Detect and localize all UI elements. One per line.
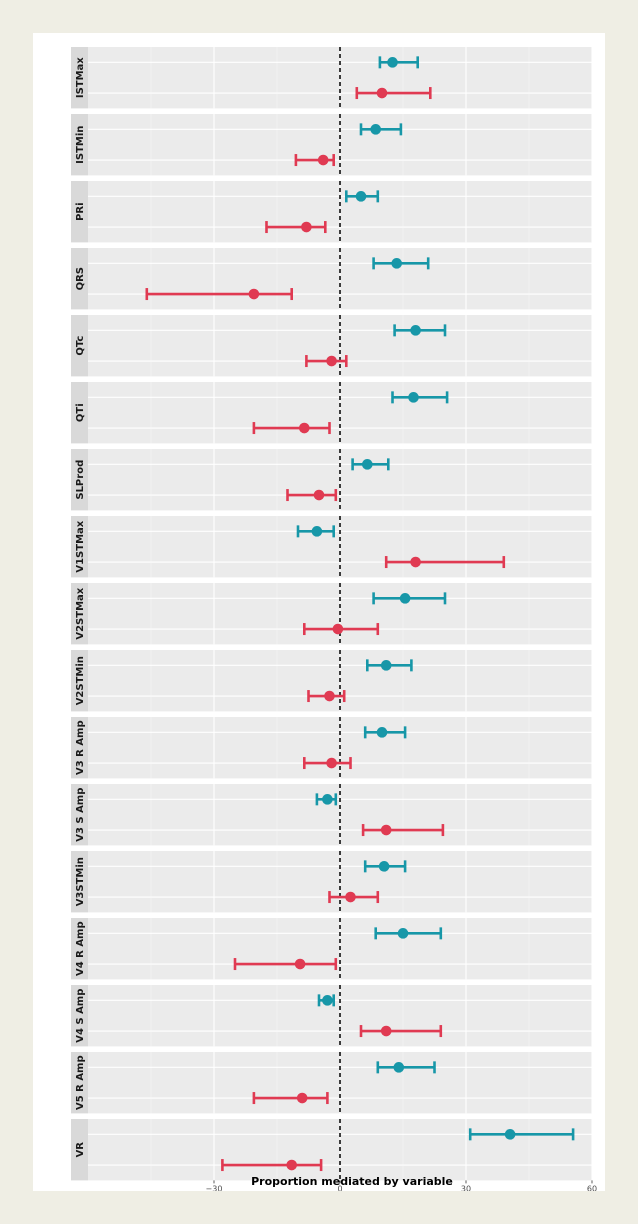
series-b-estimate-point (345, 891, 356, 903)
panel-v4-s-amp: V4 S Amp (71, 985, 593, 1047)
panel-istmax: ISTMax (71, 47, 593, 109)
series-b-estimate-point (332, 623, 344, 635)
series-a-estimate-point (311, 526, 323, 537)
series-a-estimate-point (504, 1129, 516, 1140)
panel-strip (71, 315, 88, 377)
panel-v2stmax: V2STMax (71, 583, 593, 645)
panel-strip (71, 851, 88, 913)
series-a-estimate-point (410, 325, 421, 336)
series-b-estimate-point (317, 154, 329, 166)
panel-strip-label: V3STMin (75, 857, 86, 906)
series-b-estimate-point (380, 824, 392, 836)
panel-pri: PRi (71, 181, 593, 243)
panel-strip (71, 650, 88, 712)
panel-strip-label: V4 S Amp (75, 989, 86, 1043)
panel-strip-label: VR (75, 1142, 86, 1158)
forest-plot: ISTMax ISTMin PRi QRS QTc QTi SLProd V1STMax V2S… (71, 47, 597, 1191)
series-a-estimate-point (322, 794, 333, 805)
panel-v3-r-amp: V3 R Amp (71, 717, 593, 779)
series-b-estimate-point (313, 489, 325, 501)
series-a-estimate-point (393, 1062, 405, 1073)
panel-strip-label: V5 R Amp (75, 1055, 86, 1110)
panel-strip-label: QTc (75, 336, 86, 356)
panel-qrs: QRS (71, 248, 593, 310)
x-tick-label: 30 (461, 1184, 471, 1191)
x-tick-label: 0 (337, 1184, 342, 1191)
series-a-estimate-point (322, 995, 333, 1006)
series-b-estimate-point (299, 422, 310, 434)
panel-strip-label: QTi (75, 403, 86, 422)
panel-qti: QTi (71, 382, 593, 444)
series-b-estimate-point (326, 355, 337, 367)
series-a-estimate-point (362, 459, 373, 470)
panel-strip (71, 1052, 88, 1114)
series-b-estimate-point (376, 87, 388, 99)
panel-istmin: ISTMin (71, 114, 593, 176)
series-b-estimate-point (248, 288, 260, 300)
panel-strip (71, 181, 88, 243)
series-b-estimate-point (286, 1159, 297, 1171)
panel-strip (71, 47, 88, 109)
x-tick-label: −30 (206, 1184, 223, 1191)
panel-strip (71, 985, 88, 1047)
series-a-estimate-point (370, 124, 382, 135)
series-a-estimate-point (378, 861, 390, 872)
panel-strip-label: V3 R Amp (75, 720, 86, 775)
series-b-estimate-point (326, 757, 337, 769)
series-a-estimate-point (355, 191, 367, 202)
panel-strip (71, 114, 88, 176)
panel-vr: VR (71, 1119, 593, 1181)
panel-strip (71, 717, 88, 779)
panel-v3stmin: V3STMin (71, 851, 593, 913)
panel-strip (71, 516, 88, 578)
panel-strip-label: ISTMin (75, 126, 86, 164)
panel-strip-label: V3 S Amp (75, 788, 86, 842)
series-a-estimate-point (376, 727, 388, 738)
panel-strip (71, 784, 88, 846)
x-axis-title: Proportion mediated by variable (251, 1175, 453, 1188)
panel-strip (71, 918, 88, 980)
panel-slprod: SLProd (71, 449, 593, 511)
panel-strip (71, 248, 88, 310)
panel-v4-r-amp: V4 R Amp (71, 918, 593, 980)
series-a-estimate-point (397, 928, 409, 939)
panel-strip-label: V1STMax (75, 520, 86, 572)
series-a-estimate-point (391, 258, 403, 269)
series-a-estimate-point (387, 57, 398, 68)
panel-strip-label: V2STMax (75, 587, 86, 639)
panel-strip (71, 1119, 88, 1181)
panel-strip-label: V2STMin (75, 656, 86, 705)
series-b-estimate-point (301, 221, 312, 233)
series-a-estimate-point (380, 660, 392, 671)
panel-qtc: QTc (71, 315, 593, 377)
panel-strip-label: QRS (75, 267, 86, 290)
panel-strip-label: SLProd (75, 460, 86, 500)
panel-strip (71, 583, 88, 645)
series-b-estimate-point (324, 690, 335, 702)
panel-v5-r-amp: V5 R Amp (71, 1052, 593, 1114)
series-a-estimate-point (399, 593, 411, 604)
panel-v2stmin: V2STMin (71, 650, 593, 712)
panel-strip-label: PRi (75, 202, 86, 220)
x-tick-label: 60 (587, 1184, 597, 1191)
series-b-estimate-point (380, 1025, 392, 1037)
panel-strip-label: ISTMax (75, 57, 86, 98)
panel-strip-label: V4 R Amp (75, 921, 86, 976)
panel-strip (71, 449, 88, 511)
figure-card: ISTMax ISTMin PRi QRS QTc QTi SLProd V1STMax V2S… (33, 33, 605, 1191)
panel-v1stmax: V1STMax (71, 516, 593, 578)
series-b-estimate-point (410, 556, 421, 568)
series-b-estimate-point (296, 1092, 308, 1104)
panel-strip (71, 382, 88, 444)
series-b-estimate-point (294, 958, 306, 970)
panel-v3-s-amp: V3 S Amp (71, 784, 593, 846)
series-a-estimate-point (408, 392, 419, 403)
